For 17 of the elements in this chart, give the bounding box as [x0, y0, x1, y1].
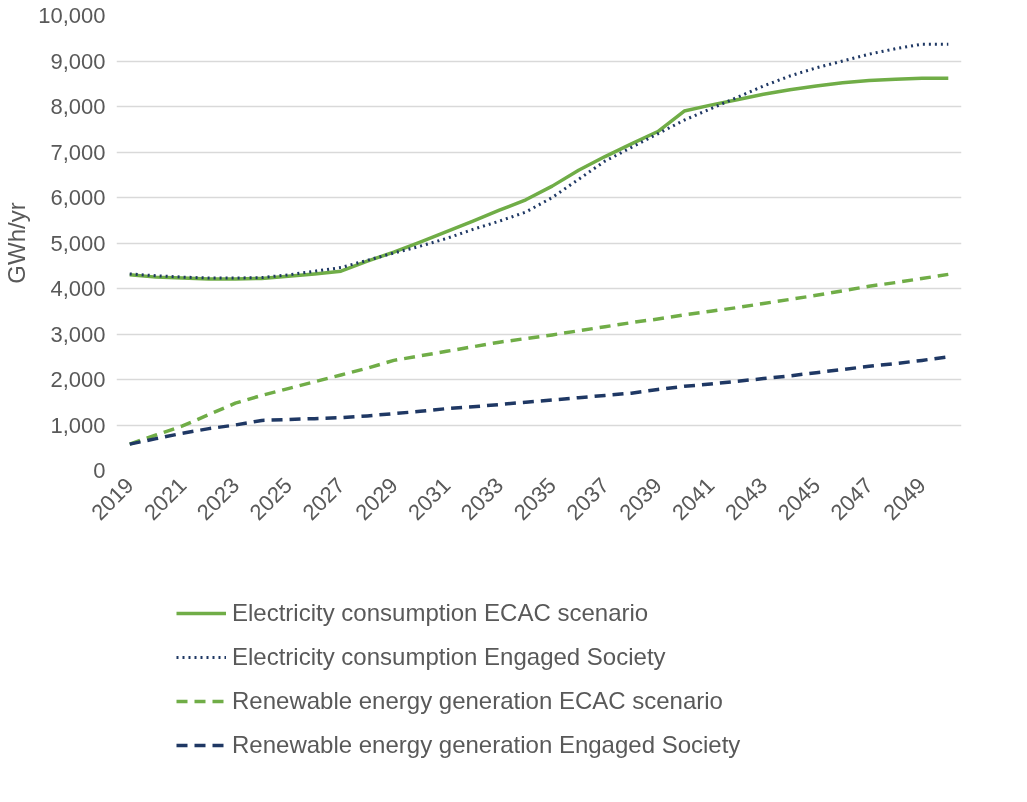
y-tick-label: 6,000 — [50, 185, 106, 210]
y-tick-label: 1,000 — [50, 412, 106, 438]
y-tick-label: 7,000 — [50, 139, 106, 165]
y-axis-title: GWh/yr — [3, 202, 31, 284]
line-series — [127, 272, 951, 446]
y-tick-label: 4,000 — [50, 276, 106, 301]
y-tick-label: 10,000 — [38, 3, 106, 28]
y-tick-label: 9,000 — [50, 48, 106, 74]
legend-label: Electricity consumption ECAC scenario — [232, 599, 649, 627]
y-tick-label: 8,000 — [50, 94, 106, 119]
legend-label: Electricity consumption Engaged Society — [232, 643, 666, 671]
y-tick-label: 2,000 — [50, 367, 106, 392]
legend-label: Renewable energy generation ECAC scenario — [232, 687, 723, 715]
y-tick-label: 0 — [93, 458, 106, 483]
y-tick-label: 5,000 — [50, 230, 106, 256]
y-tick-label: 3,000 — [50, 321, 106, 347]
legend-label: Renewable energy generation Engaged Society — [232, 731, 741, 759]
